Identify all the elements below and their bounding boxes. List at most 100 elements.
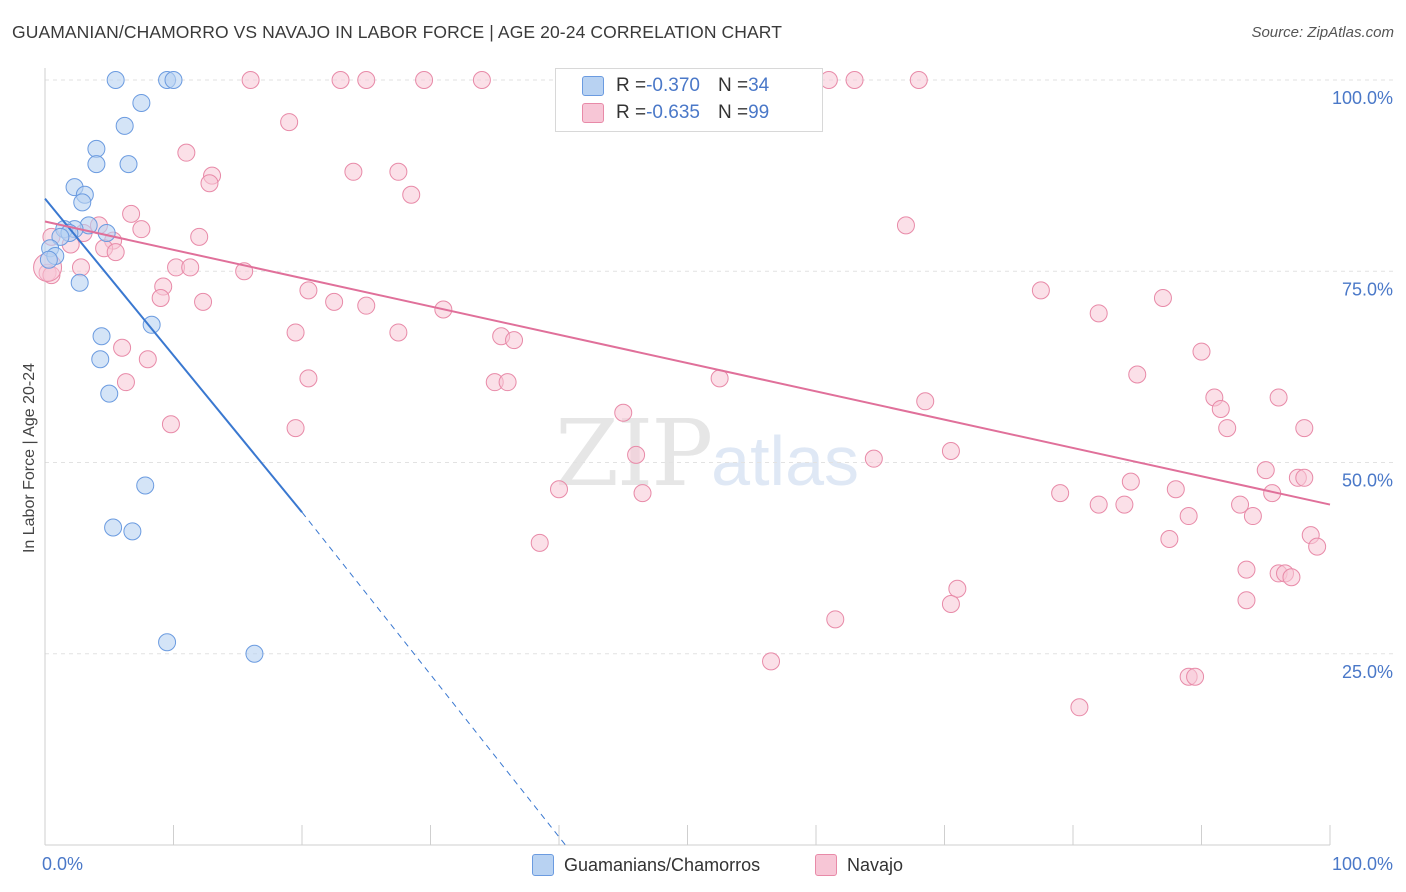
guamanian-point-4 (115, 116, 134, 135)
legend-r-value-1: -0.370 (646, 75, 700, 96)
navajo-point-45 (389, 323, 408, 342)
guamanian-point-26 (104, 518, 123, 537)
navajo-point-91 (948, 579, 967, 598)
y-tick-label-25: 25.0% (1342, 662, 1393, 682)
guamanian-point-16 (51, 227, 70, 246)
navajo-point-90 (1282, 568, 1301, 587)
navajo-point-47 (505, 331, 524, 350)
navajo-point-60 (1211, 399, 1230, 418)
navajo-point-71 (1295, 468, 1314, 487)
navajo-point-81 (1179, 507, 1198, 526)
guamanian-point-5 (87, 139, 106, 158)
y-tick-label-100: 100.0% (1332, 88, 1393, 108)
navajo-point-17 (122, 204, 141, 223)
y-tick-label-50: 50.0% (1342, 471, 1393, 491)
guamanian-point-24 (100, 384, 119, 403)
navajo-point-82 (1243, 507, 1262, 526)
guamanian-point-28 (158, 633, 177, 652)
guamanian-point-3 (132, 93, 151, 112)
bottom-legend-swatch-blue (532, 854, 554, 876)
legend-n-value-1: 34 (748, 75, 770, 96)
navajo-point-1 (331, 71, 350, 89)
guamanian-point-25 (136, 476, 155, 495)
guamanian-point-10 (73, 193, 92, 212)
navajo-points (33, 71, 1327, 717)
navajo-point-79 (1115, 495, 1134, 514)
navajo-point-36 (194, 292, 213, 311)
navajo-point-41 (1031, 281, 1050, 300)
guamanian-point-19 (39, 250, 58, 269)
x-tick-label-100: 100.0% (1332, 854, 1393, 874)
legend-row-guamanian: R = -0.370 N = 34 (582, 73, 769, 99)
guamanian-point-2 (164, 71, 183, 89)
navajo-point-97 (1186, 667, 1205, 686)
guamanian-trend-line (44, 197, 303, 513)
guamanian-point-7 (87, 155, 106, 174)
navajo-point-50 (138, 350, 157, 369)
navajo-point-3 (415, 71, 434, 89)
navajo-point-66 (627, 445, 646, 464)
legend-r-label-2: R = (616, 102, 647, 123)
navajo-point-84 (1160, 530, 1179, 548)
legend-r-label-1: R = (616, 75, 647, 96)
navajo-point-98 (1070, 698, 1089, 717)
navajo-point-51 (1128, 365, 1147, 384)
navajo-point-10 (280, 113, 299, 132)
chart-title: GUAMANIAN/CHAMORRO VS NAVAJO IN LABOR FO… (12, 22, 782, 42)
guamanian-point-0 (106, 71, 125, 89)
navajo-point-26 (106, 243, 125, 262)
navajo-point-65 (1295, 419, 1314, 438)
guamanian-point-6 (119, 155, 138, 174)
watermark-atlas: atlas (711, 422, 860, 500)
navajo-point-37 (325, 292, 344, 311)
trend-lines (44, 197, 1331, 846)
legend-n-value-2: 99 (748, 102, 770, 123)
guamanian-point-27 (123, 522, 142, 541)
navajo-trend-line (44, 220, 1331, 506)
navajo-point-72 (1121, 472, 1140, 491)
navajo-point-16 (402, 185, 421, 204)
guamanian-trend-extension (301, 511, 566, 846)
navajo-point-11 (177, 143, 196, 162)
guamanian-points (39, 71, 264, 663)
navajo-point-42 (1153, 289, 1172, 308)
navajo-point-85 (530, 533, 549, 552)
navajo-point-93 (941, 595, 960, 614)
legend-n-label-2: N = (717, 102, 749, 123)
chart-source: Source: ZipAtlas.com (1251, 24, 1394, 41)
bottom-legend-label-2: Navajo (847, 854, 904, 875)
bottom-legend-swatch-pink (815, 854, 837, 876)
navajo-point-59 (916, 392, 935, 411)
guamanian-point-21 (142, 315, 161, 334)
navajo-point-28 (181, 258, 200, 277)
navajo-point-64 (1218, 419, 1237, 438)
navajo-point-80 (1231, 495, 1250, 514)
navajo-point-94 (826, 610, 845, 629)
y-tick-label-75: 75.0% (1342, 279, 1393, 299)
navajo-point-75 (1051, 484, 1070, 503)
navajo-point-29 (71, 258, 90, 277)
navajo-point-62 (161, 415, 180, 434)
navajo-point-9 (909, 71, 928, 89)
y-axis-label: In Labor Force | Age 20-24 (21, 363, 38, 553)
guamanian-point-23 (91, 350, 110, 369)
guamanian-point-20 (70, 273, 89, 292)
x-tick-label-0: 0.0% (42, 854, 83, 874)
legend-r-value-2: -0.635 (646, 102, 700, 123)
navajo-point-68 (941, 442, 960, 461)
navajo-point-74 (633, 484, 652, 503)
guamanian-point-29 (245, 644, 264, 663)
navajo-point-76 (1166, 480, 1185, 499)
navajo-point-21 (190, 227, 209, 246)
navajo-point-43 (1089, 304, 1108, 323)
bottom-legend-navajo[interactable]: Navajo (815, 852, 903, 878)
navajo-point-38 (357, 296, 376, 315)
navajo-point-53 (299, 369, 318, 388)
bottom-legend-guamanian[interactable]: Guamanians/Chamorros (532, 852, 760, 878)
navajo-point-8 (845, 71, 864, 89)
tick-labels: 25.0% 50.0% 75.0% 100.0% 0.0% 100.0% (42, 88, 1393, 874)
navajo-point-95 (762, 652, 781, 671)
navajo-point-13 (389, 162, 408, 181)
navajo-point-15 (200, 174, 219, 193)
